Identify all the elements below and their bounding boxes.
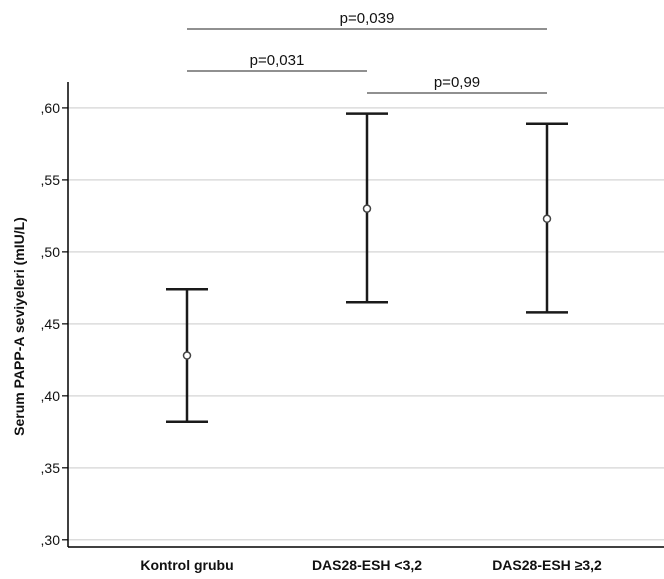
- y-tick-label: ,35: [41, 460, 61, 476]
- x-category-label: Kontrol grubu: [140, 557, 233, 573]
- y-tick-label: ,30: [41, 532, 61, 548]
- mean-point: [182, 351, 192, 360]
- x-axis-labels: Kontrol grubu DAS28-ESH <3,2 DAS28-ESH ≥3,…: [140, 557, 602, 573]
- mean-point: [362, 204, 372, 213]
- y-axis-ticks: ,30 ,35 ,40 ,45 ,50 ,55 ,60: [41, 100, 68, 548]
- y-tick-label: ,60: [41, 100, 61, 116]
- p-value-label: p=0,99: [434, 74, 480, 91]
- y-tick-label: ,55: [41, 172, 61, 188]
- p-value-label: p=0,039: [340, 10, 395, 27]
- y-tick-label: ,45: [41, 316, 61, 332]
- y-axis-label: Serum PAPP-A seviyeleri (mIU/L): [11, 217, 27, 436]
- error-bars: [166, 112, 568, 424]
- x-category-label: DAS28-ESH <3,2: [312, 557, 422, 573]
- significance-brackets: p=0,039 p=0,031 p=0,99: [187, 10, 547, 94]
- mean-point: [542, 214, 552, 224]
- p-value-label: p=0,031: [250, 52, 305, 69]
- x-category-label: DAS28-ESH ≥3,2: [492, 557, 602, 573]
- y-tick-label: ,40: [41, 388, 61, 404]
- y-tick-label: ,50: [41, 244, 61, 260]
